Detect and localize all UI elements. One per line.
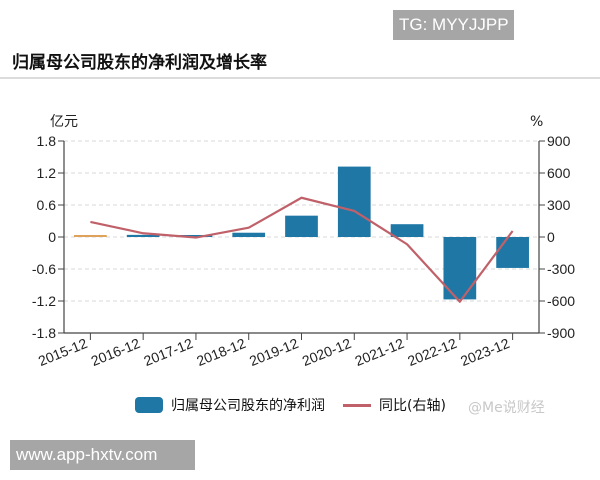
weibo-watermark: @Me说财经 — [468, 400, 545, 416]
svg-text:2017-12: 2017-12 — [141, 335, 195, 369]
svg-text:1.8: 1.8 — [37, 133, 57, 149]
svg-text:2019-12: 2019-12 — [247, 335, 301, 369]
bar-2016-12 — [126, 234, 160, 237]
bar-series — [74, 166, 529, 300]
svg-text:300: 300 — [547, 197, 571, 213]
legend-bar-label: 归属母公司股东的净利润 — [171, 398, 325, 414]
svg-text:-1.8: -1.8 — [32, 325, 56, 341]
tg-watermark-badge: TG: MYYJJPP — [393, 10, 514, 40]
svg-text:900: 900 — [547, 133, 571, 149]
legend: 归属母公司股东的净利润 同比(右轴) — [135, 395, 446, 415]
bar-2018-12 — [232, 232, 266, 237]
legend-line-swatch — [343, 403, 371, 407]
svg-text:-900: -900 — [547, 325, 575, 341]
svg-text:-0.6: -0.6 — [32, 261, 56, 277]
bar-2019-12 — [285, 215, 318, 237]
bar-2021-12 — [390, 224, 424, 237]
x-axis-ticks: 2015-12 2016-12 2017-12 2018-12 2019-12 2020-… — [36, 333, 514, 369]
bar-2023-12 — [496, 237, 529, 268]
left-axis-ticks: 1.8 1.2 0.6 0 -0.6 -1.2 -1.8 — [32, 133, 64, 341]
legend-line-label: 同比(右轴) — [379, 398, 446, 414]
svg-text:2023-12: 2023-12 — [458, 335, 512, 369]
title-divider — [0, 77, 600, 79]
svg-text:2018-12: 2018-12 — [194, 335, 248, 369]
svg-text:2020-12: 2020-12 — [300, 335, 354, 369]
svg-text:-300: -300 — [547, 261, 575, 277]
svg-text:2022-12: 2022-12 — [405, 335, 459, 369]
url-watermark-badge: www.app-hxtv.com — [10, 440, 195, 470]
legend-bar-swatch — [135, 397, 163, 413]
line-series — [90, 196, 514, 303]
svg-text:-1.2: -1.2 — [32, 293, 56, 309]
svg-text:0: 0 — [48, 229, 56, 245]
svg-text:600: 600 — [547, 165, 571, 181]
svg-text:-600: -600 — [547, 293, 575, 309]
yoy-line — [90, 196, 514, 303]
svg-text:2021-12: 2021-12 — [353, 335, 407, 369]
chart-plot: 亿元 % 1.8 1.2 0.6 0 -0.6 -1.2 -1.8 900 600 300 0 -3… — [32, 114, 575, 369]
chart-title: 归属母公司股东的净利润及增长率 — [12, 53, 267, 73]
bar-2017-12 — [179, 235, 213, 237]
svg-text:1.2: 1.2 — [37, 165, 57, 181]
bar-2015-12 — [74, 235, 107, 237]
right-axis-unit: % — [530, 114, 543, 130]
svg-text:0.6: 0.6 — [37, 197, 57, 213]
svg-text:2016-12: 2016-12 — [89, 335, 143, 369]
bar-2020-12 — [337, 166, 371, 237]
right-axis-ticks: 900 600 300 0 -300 -600 -900 — [539, 133, 575, 341]
svg-text:0: 0 — [547, 229, 555, 245]
left-axis-unit: 亿元 — [50, 114, 78, 130]
